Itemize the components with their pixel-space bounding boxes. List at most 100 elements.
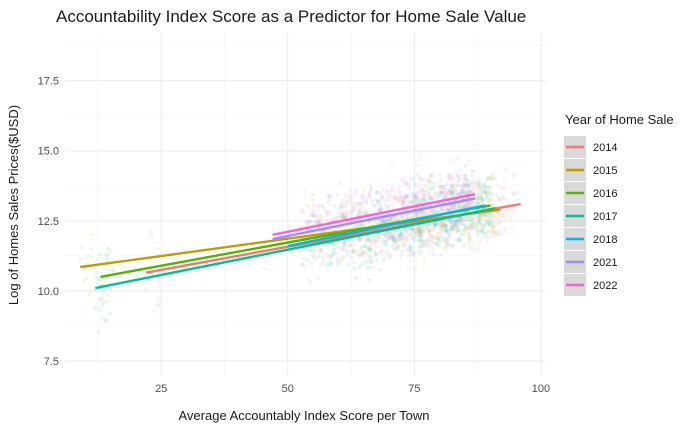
scatter-point bbox=[437, 235, 442, 240]
scatter-point bbox=[439, 190, 445, 196]
scatter-point bbox=[395, 235, 400, 240]
scatter-point bbox=[410, 176, 416, 181]
scatter-point bbox=[326, 199, 331, 205]
scatter-point bbox=[433, 210, 439, 215]
scatter-point bbox=[324, 213, 329, 219]
scatter-point bbox=[460, 188, 466, 194]
scatter-point bbox=[392, 195, 398, 200]
scatter-point bbox=[497, 198, 502, 203]
scatter-point bbox=[108, 286, 113, 292]
scatter-point bbox=[375, 199, 381, 205]
x-tick-label: 100 bbox=[532, 383, 550, 395]
scatter-point bbox=[418, 226, 423, 232]
scatter-point bbox=[419, 250, 425, 255]
scatter-point bbox=[426, 239, 431, 244]
scatter-point bbox=[481, 215, 487, 221]
scatter-point bbox=[390, 183, 395, 188]
scatter-point bbox=[451, 223, 456, 228]
scatter-point bbox=[449, 227, 455, 232]
legend-items: 2014 2015 2016 2017 2018 2021 2022 bbox=[564, 136, 617, 296]
scatter-point bbox=[445, 236, 451, 242]
scatter-point bbox=[419, 155, 424, 160]
scatter-point bbox=[436, 237, 442, 243]
scatter-point bbox=[360, 254, 365, 259]
scatter-point bbox=[363, 199, 368, 204]
scatter-point bbox=[475, 213, 481, 218]
scatter-point bbox=[400, 214, 406, 220]
scatter-point bbox=[483, 188, 488, 194]
scatter-point bbox=[452, 205, 457, 211]
scatter-point bbox=[341, 240, 347, 245]
scatter-point bbox=[472, 247, 477, 253]
scatter-point bbox=[155, 304, 161, 309]
scatter-point bbox=[486, 175, 492, 181]
scatter-point bbox=[420, 230, 425, 235]
scatter-point bbox=[445, 206, 451, 211]
scatter-point bbox=[464, 200, 469, 205]
scatter-point bbox=[320, 204, 326, 209]
scatter-point bbox=[424, 225, 429, 230]
scatter-point bbox=[499, 186, 505, 192]
scatter-point bbox=[437, 230, 442, 235]
scatter-point bbox=[425, 178, 430, 183]
scatter-point bbox=[359, 209, 364, 214]
scatter-point bbox=[383, 218, 389, 224]
scatter-point bbox=[340, 247, 345, 252]
scatter-point bbox=[322, 207, 327, 212]
scatter-point bbox=[416, 225, 421, 231]
scatter-point bbox=[341, 210, 346, 216]
scatter-point bbox=[471, 220, 476, 225]
scatter-point bbox=[440, 183, 446, 189]
scatter-point bbox=[467, 202, 472, 207]
scatter-point bbox=[318, 247, 324, 253]
scatter-point bbox=[419, 187, 425, 193]
scatter-point bbox=[380, 187, 385, 193]
scatter-point bbox=[462, 177, 468, 182]
legend-label-2018: 2018 bbox=[593, 234, 617, 246]
scatter-point bbox=[396, 217, 401, 222]
scatter-point bbox=[419, 210, 424, 215]
scatter-point bbox=[375, 199, 381, 205]
scatter-point bbox=[339, 212, 345, 217]
scatter-point bbox=[482, 183, 487, 188]
scatter-point bbox=[387, 230, 392, 236]
scatter-point bbox=[341, 198, 346, 204]
scatter-point bbox=[421, 240, 427, 245]
scatter-point bbox=[342, 225, 347, 230]
scatter-point bbox=[301, 256, 307, 262]
scatter-point bbox=[361, 221, 366, 227]
scatter-point bbox=[316, 219, 322, 225]
scatter-point bbox=[466, 232, 472, 237]
scatter-point bbox=[310, 212, 316, 218]
scatter-point bbox=[409, 190, 414, 196]
scatter-point bbox=[428, 194, 433, 199]
scatter-point bbox=[405, 214, 411, 220]
scatter-point bbox=[399, 234, 404, 240]
scatter-point bbox=[484, 212, 490, 217]
scatter-point bbox=[466, 241, 471, 246]
scatter-point bbox=[354, 201, 359, 206]
scatter-point bbox=[414, 197, 420, 202]
scatter-point bbox=[351, 260, 357, 265]
scatter-point bbox=[348, 209, 353, 215]
scatter-point bbox=[427, 196, 432, 201]
scatter-point bbox=[453, 222, 458, 228]
scatter-point bbox=[460, 188, 466, 193]
scatter-point bbox=[456, 204, 461, 209]
scatter-point bbox=[477, 196, 483, 201]
scatter-point bbox=[427, 232, 432, 237]
scatter-point bbox=[479, 199, 485, 205]
scatter-point bbox=[488, 191, 493, 197]
scatter-point bbox=[403, 227, 409, 232]
scatter-point bbox=[362, 244, 368, 249]
scatter-point bbox=[452, 219, 457, 224]
scatter-point bbox=[455, 172, 461, 178]
scatter-point bbox=[350, 206, 356, 211]
scatter-point bbox=[459, 221, 465, 227]
scatter-point bbox=[101, 290, 106, 295]
scatter-point bbox=[353, 202, 359, 208]
scatter-point bbox=[386, 234, 391, 240]
scatter-point bbox=[484, 185, 489, 191]
scatter-point bbox=[387, 217, 392, 222]
scatter-point bbox=[350, 248, 355, 254]
